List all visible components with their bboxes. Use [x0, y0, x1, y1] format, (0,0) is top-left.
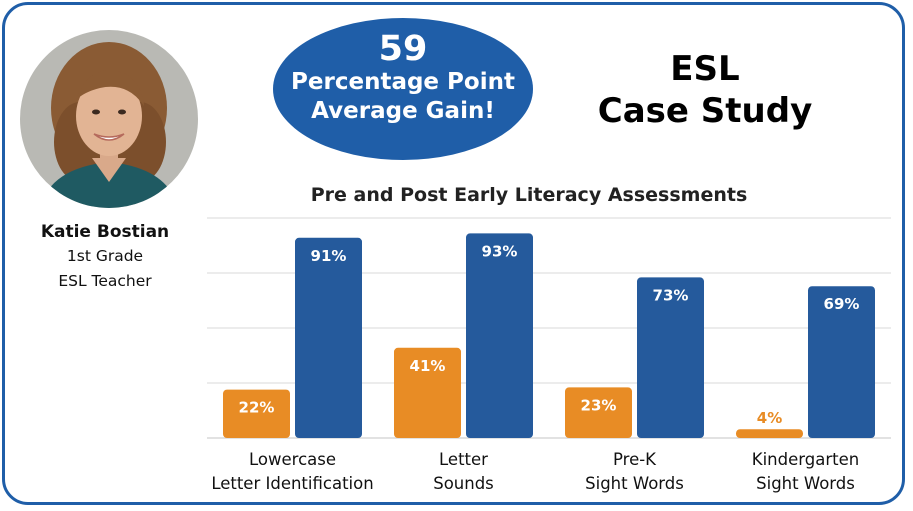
category-label-3-line-2: Sight Words: [585, 474, 684, 493]
post-bar-3: [637, 277, 704, 438]
teacher-photo: [20, 30, 198, 208]
pre-value-label-3: 23%: [581, 396, 617, 414]
pre-bar-2: [394, 347, 461, 438]
pre-value-label-4: 4%: [757, 409, 782, 427]
gain-value: 59: [378, 29, 428, 69]
post-bar-1: [295, 237, 362, 438]
teacher-grade: 1st Grade: [66, 247, 144, 265]
pre-value-label-2: 41%: [410, 357, 446, 375]
gain-label-line2: Average Gain!: [311, 98, 495, 124]
gain-highlight-bubble: 59 Percentage Point Average Gain!: [273, 18, 533, 160]
teacher-name: Katie Bostian: [40, 222, 170, 242]
pre-bar-3: [565, 387, 632, 438]
case-study-heading: ESL Case Study: [570, 48, 840, 132]
pre-bar-4: [736, 429, 803, 438]
post-bar-4: [808, 286, 875, 438]
category-label-1-line-2: Letter Identification: [211, 474, 373, 493]
gain-label-line1: Percentage Point: [291, 69, 515, 95]
pre-value-label-1: 22%: [239, 399, 275, 417]
post-value-label-2: 93%: [482, 242, 518, 260]
category-label-4-line-1: Kindergarten: [752, 450, 859, 469]
category-label-1-line-1: Lowercase: [249, 450, 336, 469]
post-value-label-1: 91%: [311, 247, 347, 265]
chart-title: Pre and Post Early Literacy Assessments: [311, 184, 748, 206]
heading-line1: ESL: [670, 49, 740, 89]
post-value-label-3: 73%: [653, 286, 689, 304]
heading-line2: Case Study: [597, 91, 813, 131]
teacher-info: Katie Bostian 1st Grade ESL Teacher: [10, 220, 200, 294]
pre-bar-1: [223, 389, 290, 438]
category-label-2-line-2: Sounds: [433, 474, 494, 493]
post-bar-2: [466, 233, 533, 438]
teacher-role: ESL Teacher: [58, 272, 152, 290]
teacher-portrait-image: [20, 30, 198, 208]
category-label-3-line-1: Pre-K: [613, 450, 657, 469]
category-label-2-line-1: Letter: [439, 450, 488, 469]
category-label-4-line-2: Sight Words: [756, 474, 855, 493]
post-value-label-4: 69%: [824, 295, 860, 313]
